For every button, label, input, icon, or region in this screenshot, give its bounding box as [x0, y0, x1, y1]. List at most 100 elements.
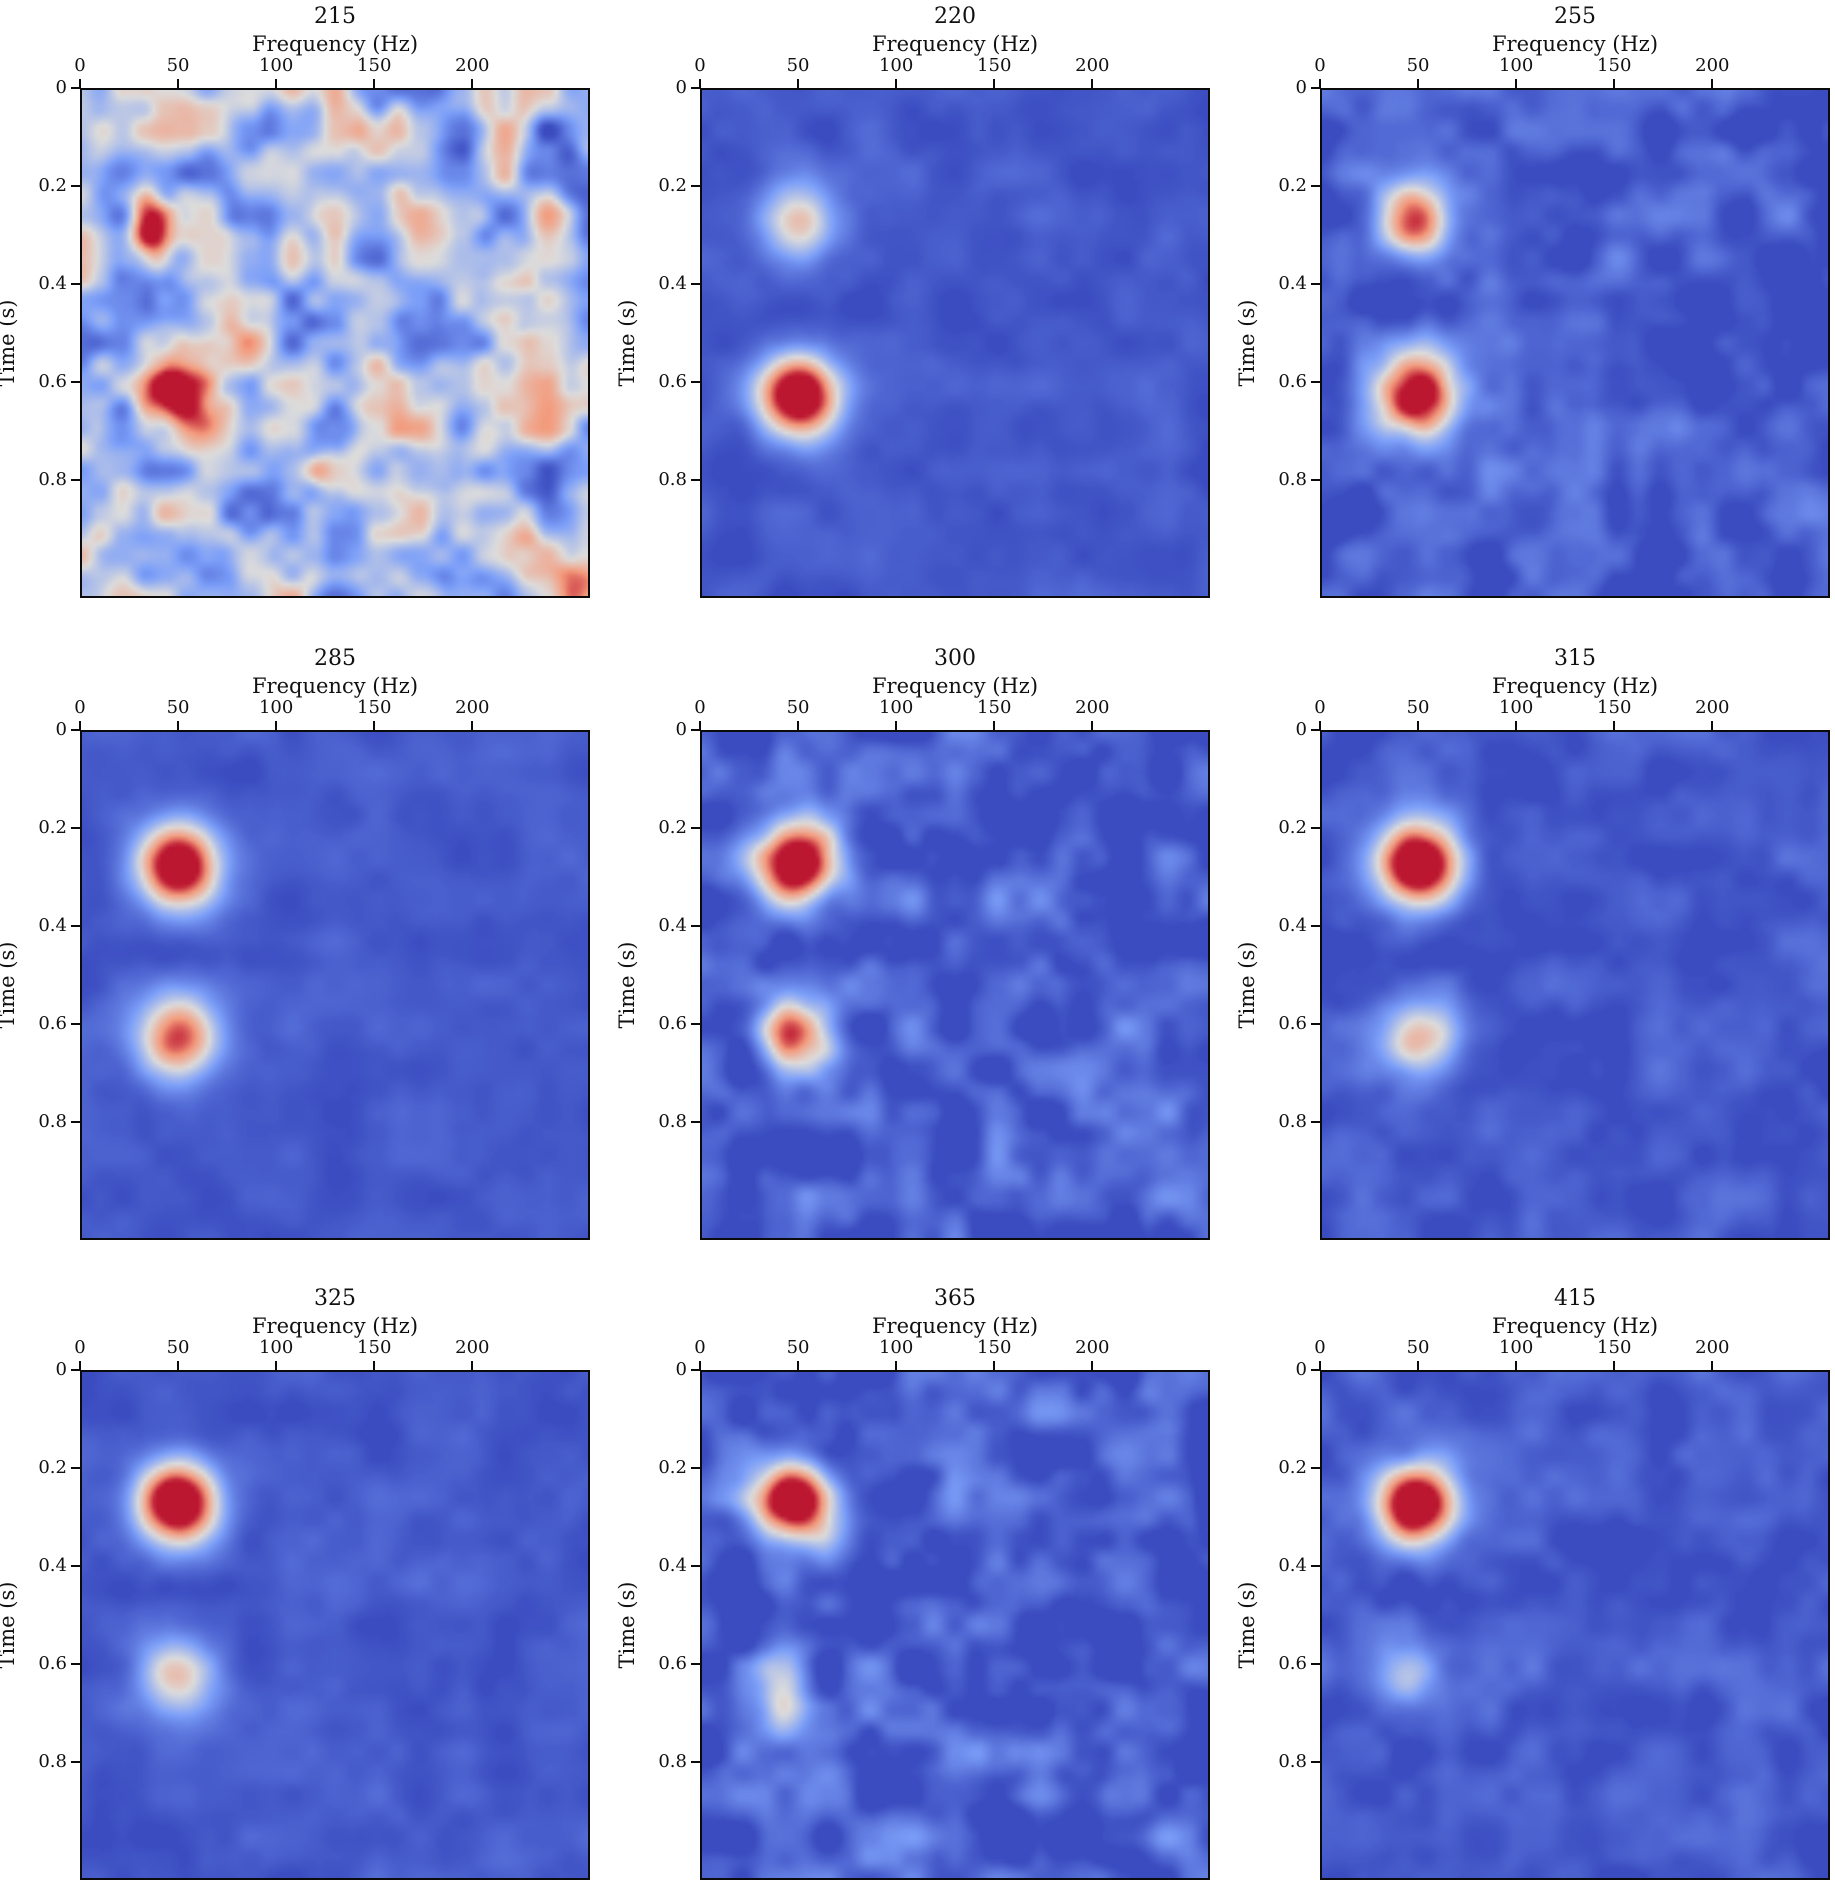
y-tick-mark	[71, 185, 80, 188]
x-tick-mark	[1091, 721, 1094, 730]
y-tick-label: 0.8	[1278, 1751, 1307, 1773]
y-tick-label: 0.6	[658, 1013, 687, 1035]
x-tick-label: 50	[786, 55, 810, 76]
y-tick-label: 0.2	[38, 1457, 67, 1479]
y-tick-mark	[1311, 283, 1320, 286]
y-tick-mark	[691, 185, 700, 188]
y-tick-mark	[71, 479, 80, 482]
y-axis-label-text: Time (s)	[1235, 1581, 1259, 1669]
subplot-title: 365	[934, 1286, 976, 1311]
x-tick-mark	[275, 79, 278, 88]
y-axis-label-text: Time (s)	[1235, 941, 1259, 1029]
x-tick-label: 150	[1597, 1337, 1632, 1358]
x-axis-label: Frequency (Hz)	[251, 674, 419, 698]
x-tick-mark	[1319, 721, 1321, 730]
y-tick-label: 0.4	[38, 915, 67, 937]
x-tick-mark	[797, 721, 800, 730]
y-axis-label-text: Time (s)	[0, 941, 19, 1029]
subplot-365: 365 Frequency (Hz) Time (s) 0 50 100 150 200…	[615, 1286, 1210, 1880]
x-tick-label: 50	[166, 55, 190, 76]
y-tick-mark	[71, 1467, 80, 1470]
x-tick-label: 200	[455, 55, 490, 76]
subplot-285: 285 Frequency (Hz) Time (s) 0 50 100 150 200…	[0, 646, 590, 1240]
x-tick-label: 150	[357, 1337, 392, 1358]
y-tick-mark	[1311, 1761, 1320, 1764]
x-tick-mark	[1613, 1361, 1616, 1370]
y-tick-mark	[71, 1663, 80, 1666]
x-tick-label: 0	[74, 55, 86, 76]
x-tick-label: 100	[258, 697, 294, 718]
x-tick-label: 50	[1406, 1337, 1430, 1358]
y-tick-mark	[71, 1761, 80, 1764]
x-tick-label: 50	[166, 1337, 190, 1358]
subplot-215: 215 Frequency (Hz) Time (s) 0 50 100 150 200…	[0, 4, 590, 598]
y-tick-label: 0.2	[1278, 1457, 1307, 1479]
heatmap-image-325	[80, 1370, 590, 1880]
y-tick-mark	[691, 1121, 700, 1124]
y-tick-mark	[71, 87, 80, 89]
y-tick-mark	[1311, 827, 1320, 830]
y-tick-label: 0.4	[658, 915, 687, 937]
x-tick-mark	[895, 1361, 898, 1370]
y-axis-label-text: Time (s)	[0, 299, 19, 387]
x-tick-label: 0	[1314, 1337, 1326, 1358]
y-tick-mark	[691, 1023, 700, 1026]
y-tick-label: 0.8	[38, 1751, 67, 1773]
x-tick-label: 150	[357, 697, 392, 718]
y-tick-label: 0.8	[658, 469, 687, 491]
subplot-title: 255	[1554, 4, 1596, 29]
subplot-title: 220	[934, 4, 976, 29]
y-tick-label: 0.2	[38, 817, 67, 839]
y-axis-label-text: Time (s)	[615, 1581, 639, 1669]
x-tick-mark	[1515, 721, 1518, 730]
y-tick-mark	[691, 283, 700, 286]
x-tick-label: 100	[878, 55, 914, 76]
x-tick-label: 150	[1597, 697, 1632, 718]
subplot-title: 325	[314, 1286, 356, 1311]
y-tick-mark	[1311, 729, 1320, 731]
y-tick-label: 0.6	[1278, 1653, 1307, 1675]
y-tick-mark	[691, 925, 700, 928]
subplot-title: 285	[314, 646, 356, 671]
x-tick-mark	[895, 79, 898, 88]
x-tick-mark	[177, 1361, 180, 1370]
y-tick-label: 0	[1295, 77, 1307, 98]
x-tick-mark	[373, 1361, 376, 1370]
subplot-title: 415	[1554, 1286, 1596, 1311]
y-tick-label: 0.8	[38, 1111, 67, 1133]
y-tick-mark	[1311, 1467, 1320, 1470]
x-tick-mark	[1613, 79, 1616, 88]
x-tick-label: 50	[786, 697, 810, 718]
y-tick-label: 0.4	[658, 273, 687, 295]
x-tick-mark	[471, 721, 474, 730]
y-tick-mark	[71, 925, 80, 928]
x-tick-mark	[1091, 1361, 1094, 1370]
y-tick-mark	[71, 1023, 80, 1026]
y-tick-label: 0.8	[1278, 1111, 1307, 1133]
x-tick-label: 0	[1314, 697, 1326, 718]
y-tick-label: 0.6	[658, 371, 687, 393]
y-axis-label-text: Time (s)	[615, 299, 639, 387]
y-tick-mark	[71, 827, 80, 830]
x-tick-mark	[1711, 721, 1714, 730]
y-tick-mark	[71, 283, 80, 286]
x-tick-mark	[1417, 721, 1420, 730]
x-tick-mark	[471, 79, 474, 88]
y-tick-mark	[71, 1565, 80, 1568]
x-tick-label: 50	[786, 1337, 810, 1358]
x-tick-label: 200	[1695, 697, 1730, 718]
x-tick-mark	[1417, 1361, 1420, 1370]
subplot-255: 255 Frequency (Hz) Time (s) 0 50 100 150 200…	[1235, 4, 1830, 598]
x-tick-label: 100	[1498, 55, 1534, 76]
y-tick-label: 0.8	[38, 469, 67, 491]
x-tick-mark	[1613, 721, 1616, 730]
x-tick-label: 100	[1498, 1337, 1534, 1358]
x-tick-mark	[177, 79, 180, 88]
subplot-title: 300	[934, 646, 976, 671]
y-tick-label: 0.8	[658, 1111, 687, 1133]
x-tick-mark	[1417, 79, 1420, 88]
y-tick-label: 0.6	[658, 1653, 687, 1675]
x-tick-mark	[993, 1361, 996, 1370]
y-tick-label: 0	[675, 77, 687, 98]
x-tick-label: 150	[977, 697, 1012, 718]
